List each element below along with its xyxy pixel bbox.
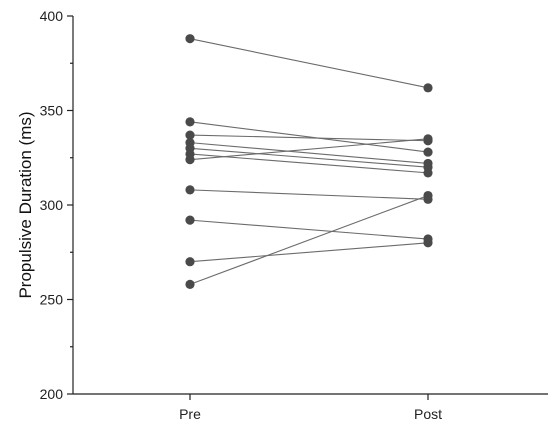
post-point (423, 134, 433, 144)
pre-point (185, 155, 195, 165)
pre-point (185, 279, 195, 289)
post-point (423, 190, 433, 201)
pair-line (189, 134, 429, 142)
pre-point (185, 215, 195, 225)
y-tick-label: 300 (40, 197, 64, 213)
y-ticks: 200 250 300 350 400 (40, 8, 73, 402)
pre-point (185, 117, 195, 127)
pre-point (185, 257, 195, 267)
post-point (423, 168, 433, 178)
post-point (423, 147, 433, 157)
y-tick-label: 250 (40, 292, 64, 308)
x-tick-label: Pre (179, 406, 201, 422)
pair-line (189, 153, 429, 174)
x-ticks: Pre Post (179, 394, 442, 422)
pair-line (189, 38, 429, 89)
y-tick-label: 400 (40, 8, 64, 24)
pair-line (189, 138, 429, 161)
pre-point (185, 34, 195, 44)
axes (72, 16, 548, 395)
post-point (423, 238, 433, 248)
post-point (423, 83, 433, 93)
x-tick-label: Post (414, 406, 442, 422)
y-axis-title: Propulsive Duration (ms) (16, 111, 35, 298)
y-tick-label: 350 (40, 103, 64, 119)
pair-line (189, 195, 429, 285)
y-tick-label: 200 (40, 386, 64, 402)
paired-lines (189, 38, 429, 285)
pair-line (189, 219, 429, 240)
pre-point (185, 130, 195, 140)
pair-line (189, 142, 429, 164)
pair-line (189, 147, 429, 168)
pair-line (189, 189, 429, 200)
pre-point (185, 185, 195, 195)
pair-line (189, 242, 429, 263)
data-points (185, 34, 433, 289)
pair-line (189, 121, 429, 153)
